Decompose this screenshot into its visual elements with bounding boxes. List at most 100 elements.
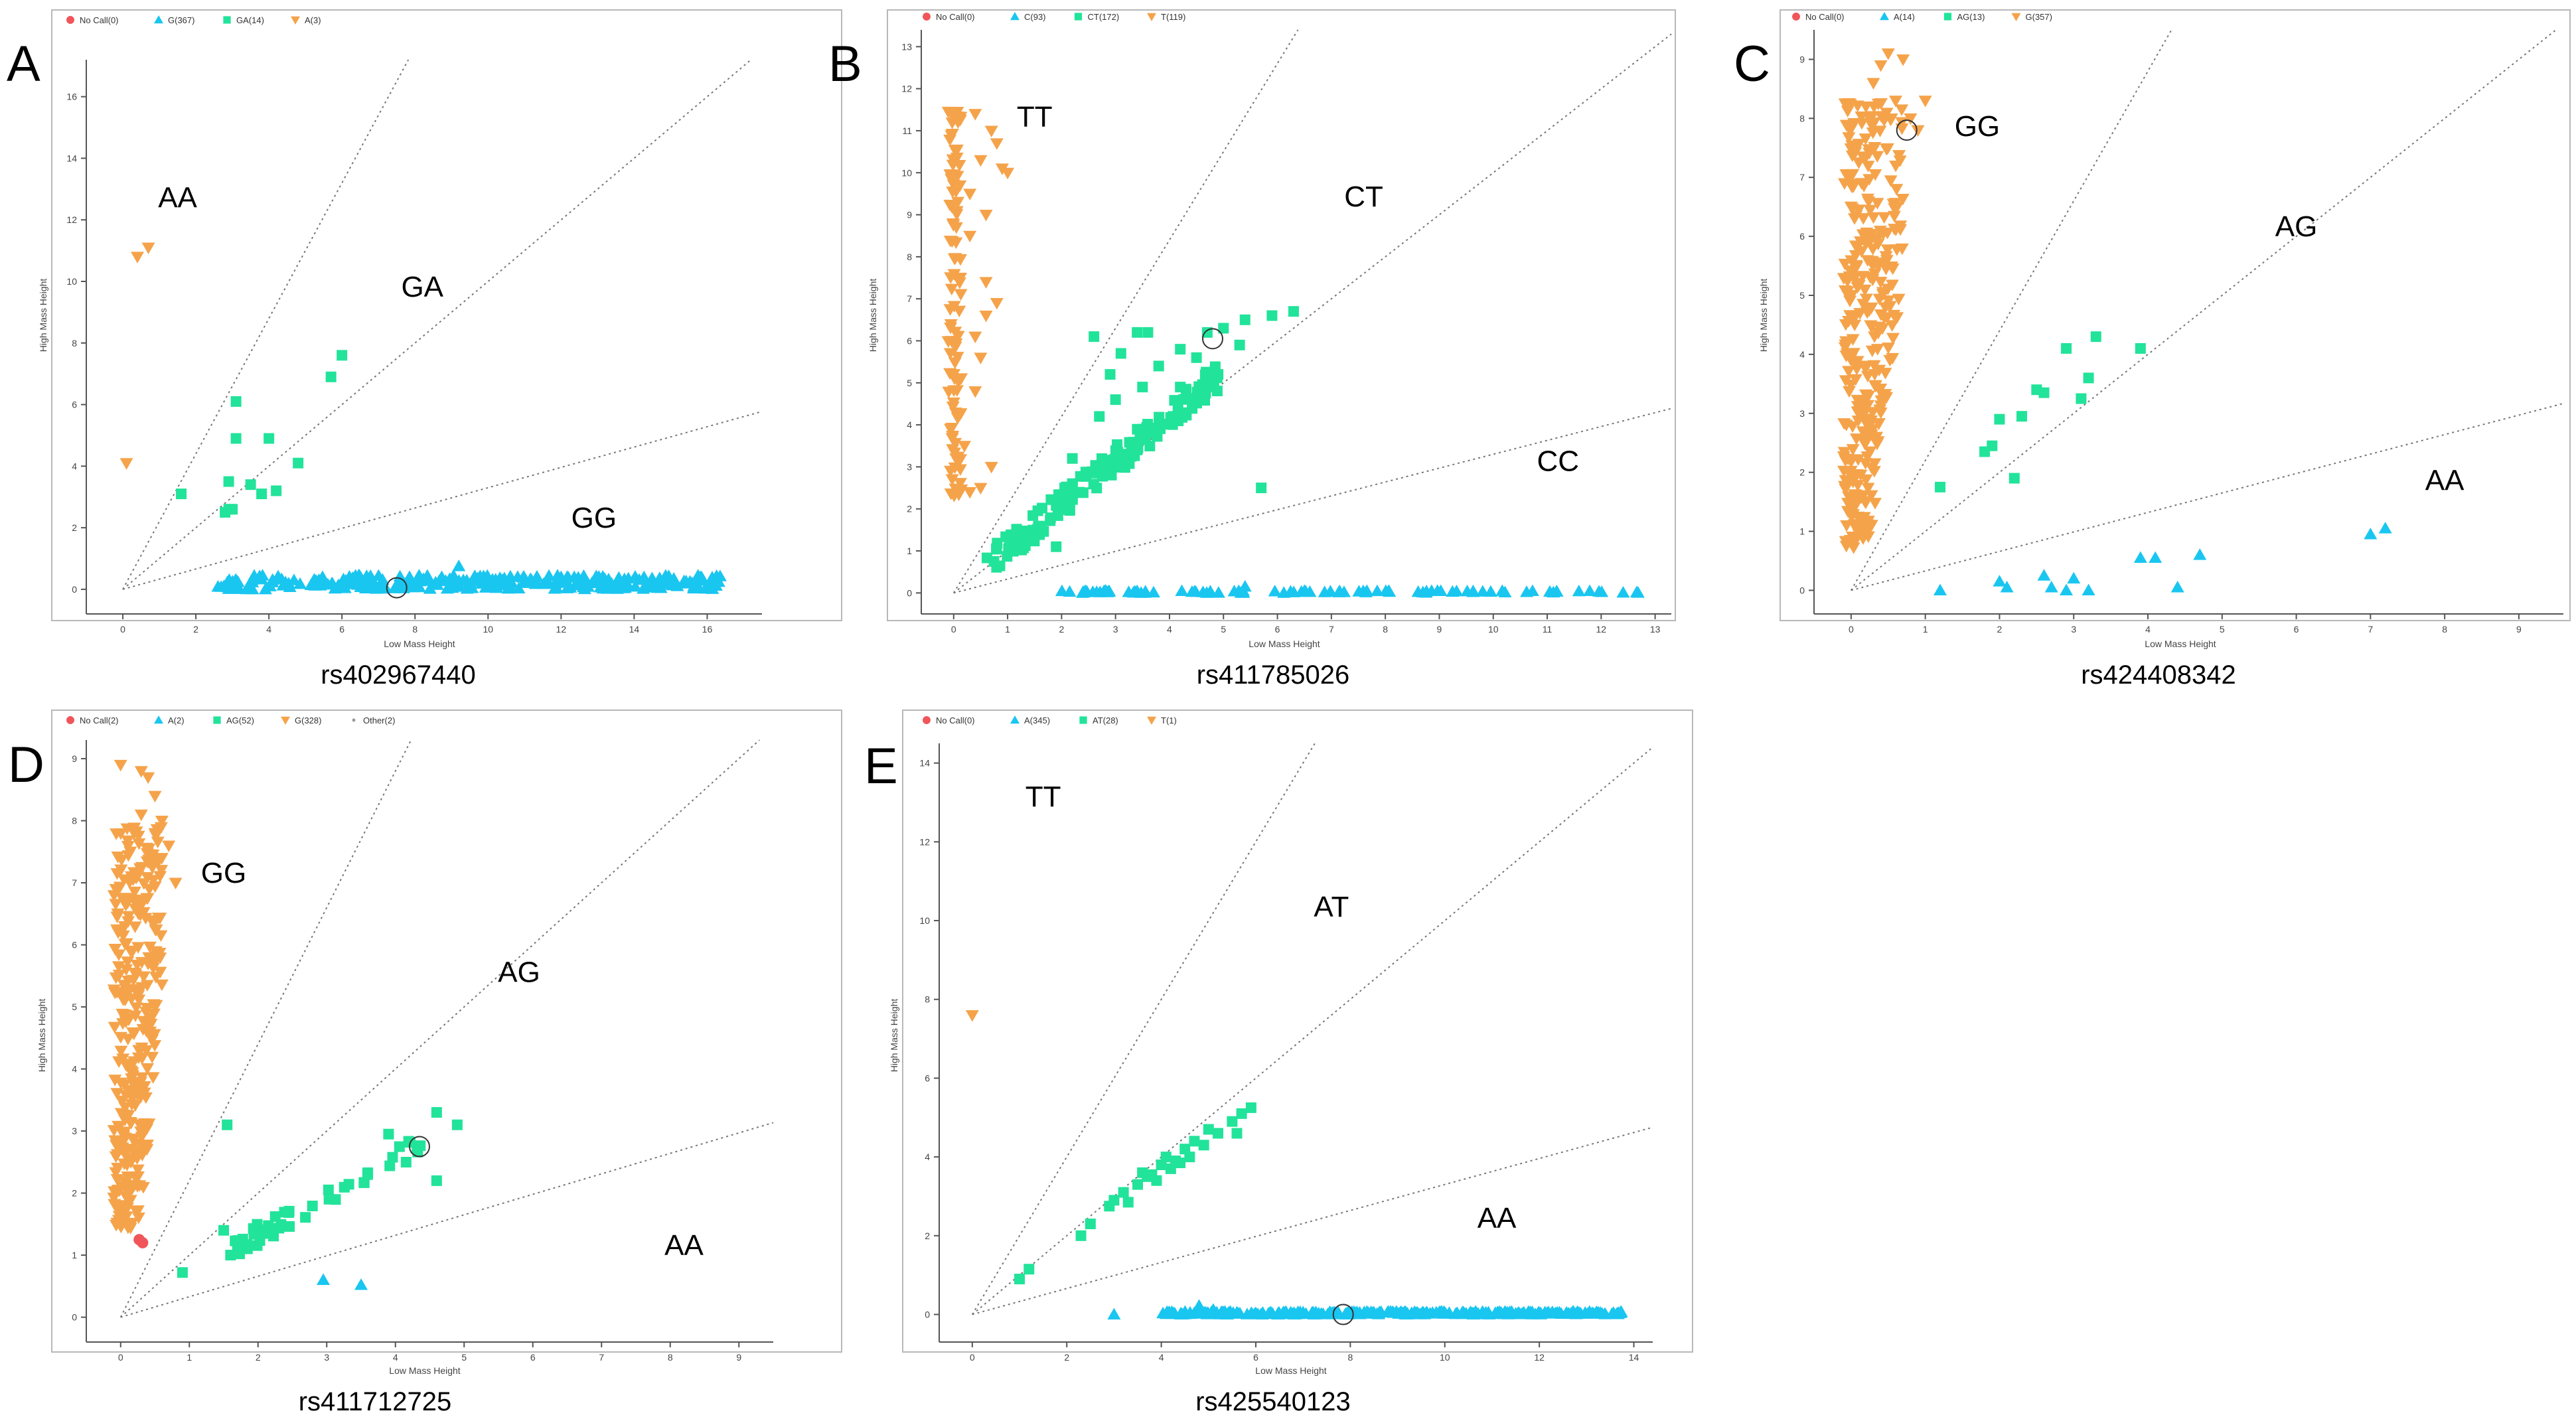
data-point (222, 1119, 233, 1130)
x-tick-label: 6 (530, 1352, 536, 1363)
data-point (1872, 232, 1886, 244)
data-point (66, 716, 74, 724)
data-point (1842, 366, 1856, 378)
data-point (1309, 1306, 1323, 1317)
data-point (169, 877, 183, 890)
legend-entry: AG(52) (226, 715, 254, 725)
x-tick-label: 4 (1167, 624, 1172, 635)
data-point (1841, 286, 1855, 298)
data-point (1085, 1218, 1096, 1229)
data-point (300, 1212, 311, 1223)
data-point (134, 809, 148, 822)
data-point (121, 956, 135, 968)
data-point (141, 1139, 155, 1152)
genotype-label: GG (1955, 110, 2000, 143)
data-point (317, 1273, 331, 1285)
y-tick-label: 2 (72, 522, 77, 533)
panel-c: No Call(0) A(14) AG(13) G(357) 0 1 2 3 4 5 6 7 8 9 0 1… (1734, 9, 2571, 690)
data-point (1851, 100, 1864, 113)
data-point (945, 130, 958, 142)
data-point (276, 579, 290, 591)
data-point (1856, 213, 1870, 225)
cluster-boundary-line (952, 29, 1299, 593)
x-tick-label: 13 (1650, 624, 1661, 635)
data-point (990, 138, 1004, 150)
data-point (1032, 505, 1043, 516)
data-point (2000, 581, 2014, 593)
data-point (1142, 327, 1154, 338)
x-tick-label: 12 (1534, 1352, 1545, 1363)
data-point (1023, 1264, 1035, 1275)
x-tick-label: 12 (556, 624, 567, 635)
data-point (130, 1153, 144, 1165)
genotype-label: AT (1314, 891, 1349, 923)
data-point (577, 582, 591, 595)
legend-entry: CT(172) (1088, 12, 1120, 22)
y-tick-label: 7 (1799, 172, 1805, 183)
y-tick-label: 4 (1799, 349, 1805, 360)
x-tick-label: 0 (951, 624, 956, 635)
data-point (1076, 586, 1090, 598)
cluster-boundary-line (972, 747, 1653, 1315)
data-point (131, 942, 145, 954)
data-point (135, 1042, 149, 1055)
data-point (1104, 369, 1116, 380)
data-point (1010, 715, 1020, 724)
data-point (343, 1179, 354, 1190)
y-tick-label: 1 (1799, 526, 1805, 537)
data-point (139, 1092, 153, 1104)
axes: 0 2 4 6 8 10 12 14 0 2 4 6 8 10 12 14 (919, 743, 1653, 1363)
data-point (110, 924, 124, 937)
data-point (1861, 483, 1875, 495)
data-point (116, 1053, 130, 1065)
x-tick-label: 2 (1997, 624, 2003, 635)
data-point (1059, 500, 1070, 511)
legend-entry: No Call(0) (80, 15, 119, 25)
data-point (151, 857, 165, 869)
data-point (121, 976, 135, 988)
data-point (123, 1117, 137, 1129)
data-point (963, 487, 977, 499)
data-point (114, 1045, 128, 1058)
data-point (321, 577, 335, 590)
x-tick-label: 4 (2145, 624, 2151, 635)
data-point (137, 971, 151, 983)
cluster-boundaries (122, 59, 763, 590)
data-point (953, 273, 967, 285)
data-point (269, 1211, 281, 1222)
data-point (2060, 583, 2074, 595)
data-point (1460, 584, 1474, 597)
data-point (1848, 271, 1862, 284)
data-point (121, 1033, 135, 1045)
data-point (596, 581, 610, 594)
data-point (110, 1149, 124, 1161)
data-point (177, 1267, 188, 1278)
data-point (423, 582, 437, 594)
data-point (1890, 202, 1904, 214)
data-point (354, 571, 368, 583)
data-point (572, 578, 586, 591)
data-point (1546, 1306, 1560, 1318)
data-point (446, 577, 460, 589)
data-point (1918, 96, 1932, 108)
panel-letter: E (864, 738, 898, 794)
data-point (1885, 320, 1899, 332)
snp-id-label: rs411712725 (299, 1387, 452, 1416)
data-point (1839, 375, 1853, 387)
data-point (114, 988, 128, 1000)
data-point (1200, 586, 1214, 598)
data-point (1877, 212, 1891, 224)
data-point (153, 947, 167, 960)
y-tick-label: 2 (907, 504, 912, 514)
data-point (135, 1053, 149, 1065)
data-point (948, 253, 962, 265)
data-point (945, 474, 959, 486)
data-point (148, 790, 162, 803)
cluster-boundary-line (1851, 29, 2172, 591)
data-point (1132, 327, 1143, 338)
data-point (245, 479, 256, 490)
data-point (1886, 352, 1900, 365)
data-point (1873, 404, 1887, 417)
data-point (709, 571, 723, 583)
data-point (1189, 1136, 1200, 1147)
